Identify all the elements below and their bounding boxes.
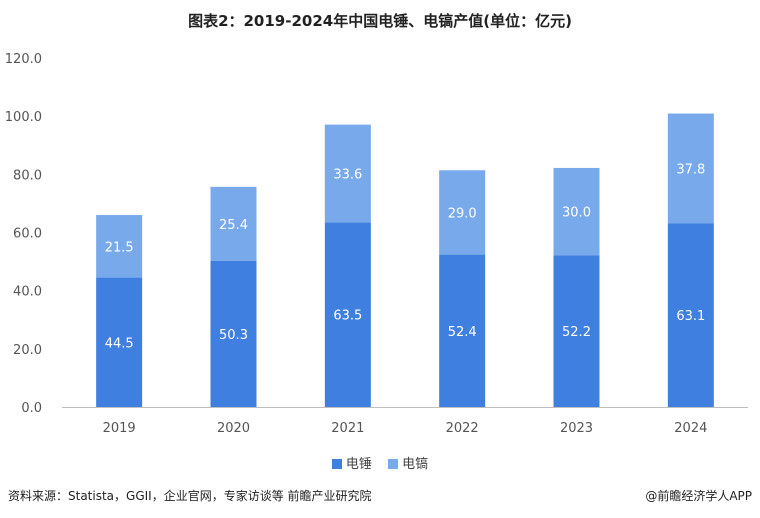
chart-title: 图表2：2019-2024年中国电锤、电镐产值(单位：亿元) xyxy=(188,12,572,30)
bar-hammer-2021 xyxy=(324,222,371,407)
data-label-hammer-2020: 50.3 xyxy=(219,328,248,343)
data-label-hammer-2024: 63.1 xyxy=(676,309,705,324)
data-label-hammer-2022: 52.4 xyxy=(448,325,477,340)
legend-label-hammer: 电锤 xyxy=(345,457,372,472)
data-label-pick-2019: 21.5 xyxy=(105,240,134,255)
bar-hammer-2022 xyxy=(439,254,486,407)
credit-note: @前瞻经济学人APP xyxy=(645,489,752,503)
x-tick-label: 2021 xyxy=(331,421,364,436)
bar-pick-2019 xyxy=(96,215,143,278)
bar-hammer-2024 xyxy=(667,223,714,407)
legend: 电锤 电镐 xyxy=(0,453,760,472)
y-tick-label: 60.0 xyxy=(13,227,42,242)
x-axis: 2019 2020 2021 2022 2023 2024 xyxy=(62,407,748,436)
bar-hammer-2023 xyxy=(553,255,600,407)
x-tick-label: 2019 xyxy=(103,421,136,436)
legend-swatch-pick xyxy=(388,459,399,469)
data-label-pick-2023: 30.0 xyxy=(562,206,591,221)
data-label-pick-2024: 37.8 xyxy=(676,163,705,178)
data-label-pick-2020: 25.4 xyxy=(219,218,248,233)
y-tick-label: 20.0 xyxy=(13,343,42,358)
bar-pick-2023 xyxy=(553,167,600,256)
legend-label-pick: 电镐 xyxy=(402,457,429,472)
x-tick-label: 2024 xyxy=(674,421,707,436)
x-tick-label: 2022 xyxy=(446,421,479,436)
data-label-hammer-2019: 44.5 xyxy=(105,336,134,351)
data-label-hammer-2023: 52.2 xyxy=(562,325,591,340)
y-tick-label: 100.0 xyxy=(5,110,42,125)
data-label-pick-2022: 29.0 xyxy=(448,206,477,221)
y-axis: 0.0 20.0 40.0 60.0 80.0 100.0 120.0 xyxy=(5,52,42,416)
data-label-hammer-2021: 63.5 xyxy=(333,309,362,324)
bar-hammer-2020 xyxy=(210,260,257,407)
bars: 44.5 21.5 50.3 25.4 63.5 33.6 52.4 29.0 52.2 30.0… xyxy=(96,113,714,407)
y-tick-label: 120.0 xyxy=(5,52,42,67)
bar-pick-2022 xyxy=(439,170,486,255)
y-tick-label: 80.0 xyxy=(13,168,42,183)
source-note: 资料来源：Statista，GGII，企业官网，专家访谈等 前瞻产业研究院 xyxy=(8,489,372,503)
legend-swatch-hammer xyxy=(331,459,342,469)
bar-pick-2024 xyxy=(667,113,714,224)
legend-item-pick: 电镐 xyxy=(388,453,428,472)
bar-hammer-2019 xyxy=(96,277,143,407)
footer: 资料来源：Statista，GGII，企业官网，专家访谈等 前瞻产业研究院 @前… xyxy=(8,487,752,507)
x-tick-label: 2020 xyxy=(217,421,250,436)
bar-pick-2021 xyxy=(324,124,371,223)
data-label-pick-2021: 33.6 xyxy=(333,167,362,182)
y-tick-label: 0.0 xyxy=(21,401,42,416)
bar-pick-2020 xyxy=(210,186,257,261)
x-tick-label: 2023 xyxy=(560,421,593,436)
y-tick-label: 40.0 xyxy=(13,285,42,300)
legend-item-hammer: 电锤 xyxy=(331,453,372,472)
